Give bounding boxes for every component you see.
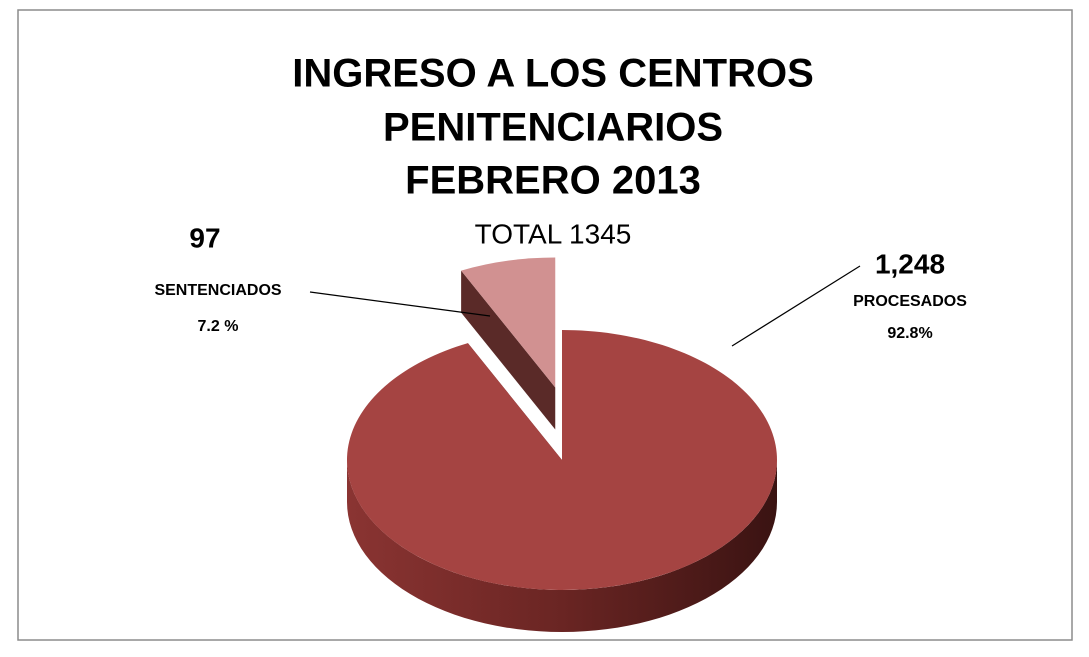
slice-label: SENTENCIADOS [154, 282, 281, 299]
chart-subtitle: TOTAL 1345 [475, 218, 632, 249]
pie [346, 257, 777, 632]
chart-title: PENITENCIARIOS [383, 106, 723, 150]
leader-line [309, 291, 491, 317]
slice-label: PROCESADOS [853, 293, 967, 310]
percent-label: 92.8% [887, 325, 932, 342]
pie-slice [346, 330, 777, 590]
leader-line [731, 265, 861, 347]
slice-wall [347, 460, 777, 632]
chart-title: FEBRERO 2013 [405, 159, 701, 203]
data-label: 97 [189, 222, 220, 253]
slice-side [461, 270, 556, 430]
data-label: 1,248 [875, 248, 945, 279]
chart-title: INGRESO A LOS CENTROS [292, 52, 814, 96]
pie-slice [461, 257, 556, 388]
percent-label: 7.2 % [198, 318, 239, 335]
